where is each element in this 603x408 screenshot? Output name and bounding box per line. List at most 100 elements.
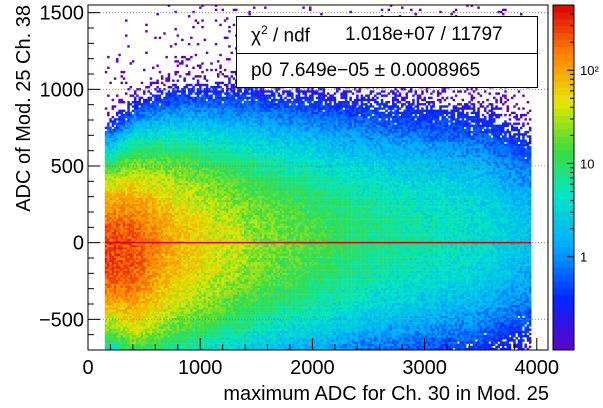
heatmap-cell	[195, 271, 198, 273]
heatmap-cell	[156, 337, 159, 339]
heatmap-cell	[123, 307, 126, 309]
heatmap-cell	[170, 118, 173, 120]
heatmap-cell	[154, 217, 157, 219]
heatmap-cell	[139, 256, 142, 258]
heatmap-cell	[156, 290, 159, 292]
heatmap-cell	[177, 247, 180, 249]
heatmap-cell	[170, 107, 173, 109]
heatmap-cell	[141, 286, 144, 288]
heatmap-cell	[195, 153, 198, 155]
heatmap-cell	[170, 294, 173, 296]
heatmap-cell	[118, 223, 121, 225]
heatmap-cell	[170, 331, 173, 333]
heatmap-cell	[170, 95, 173, 97]
heatmap-cell	[118, 138, 121, 140]
heatmap-cell	[114, 316, 117, 318]
heatmap-cell	[150, 159, 153, 161]
heatmap-cell	[188, 148, 191, 150]
heatmap-cell	[197, 266, 200, 268]
heatmap-cell	[190, 335, 193, 337]
heatmap-cell	[159, 99, 162, 101]
heatmap-cell	[116, 215, 119, 217]
heatmap-cell	[105, 144, 108, 146]
heatmap-cell	[181, 333, 184, 335]
heatmap-cell	[159, 339, 162, 341]
heatmap-cell	[159, 294, 162, 296]
heatmap-cell	[165, 219, 168, 221]
heatmap-cell	[105, 294, 108, 296]
heatmap-cell	[125, 322, 128, 324]
heatmap-cell	[118, 236, 121, 238]
heatmap-cell	[148, 337, 151, 339]
heatmap-cell	[136, 277, 139, 279]
heatmap-cell	[154, 305, 157, 307]
heatmap-cell	[121, 114, 124, 116]
heatmap-cell	[161, 281, 164, 283]
heatmap-cell	[125, 292, 128, 294]
heatmap-cell	[181, 286, 184, 288]
heatmap-cell	[150, 103, 153, 105]
heatmap-cell	[183, 163, 186, 165]
heatmap-cell	[170, 262, 173, 264]
heatmap-cell	[181, 146, 184, 148]
heatmap-cell	[141, 230, 144, 232]
heatmap-cell	[192, 305, 195, 307]
heatmap-cell	[134, 245, 137, 247]
heatmap-cell	[145, 277, 148, 279]
heatmap-cell	[190, 110, 193, 112]
heatmap-cell	[112, 146, 115, 148]
heatmap-cell	[195, 324, 198, 326]
heatmap-cell	[179, 101, 182, 103]
heatmap-cell	[109, 178, 112, 180]
heatmap-cell	[156, 193, 159, 195]
heatmap-cell	[154, 260, 157, 262]
heatmap-cell	[174, 43, 177, 45]
heatmap-cell	[145, 296, 148, 298]
heatmap-cell	[130, 316, 133, 318]
heatmap-cell	[197, 329, 200, 331]
heatmap-cell	[150, 176, 153, 178]
heatmap-cell	[132, 335, 135, 337]
heatmap-cell	[148, 311, 151, 313]
heatmap-cell	[195, 140, 198, 142]
heatmap-cell	[136, 290, 139, 292]
heatmap-cell	[188, 118, 191, 120]
heatmap-cell	[170, 86, 173, 88]
heatmap-cell	[174, 226, 177, 228]
heatmap-cell	[143, 339, 146, 341]
heatmap-cell	[127, 339, 130, 341]
heatmap-cell	[109, 185, 112, 187]
heatmap-cell	[134, 187, 137, 189]
heatmap-cell	[150, 245, 153, 247]
heatmap-cell	[139, 206, 142, 208]
heatmap-cell	[148, 273, 151, 275]
heatmap-cell	[127, 307, 130, 309]
heatmap-cell	[143, 142, 146, 144]
heatmap-cell	[148, 307, 151, 309]
heatmap-cell	[109, 176, 112, 178]
heatmap-cell	[170, 268, 173, 270]
heatmap-cell	[118, 249, 121, 251]
heatmap-cell	[116, 288, 119, 290]
heatmap-cell	[177, 176, 180, 178]
heatmap-cell	[134, 131, 137, 133]
heatmap-cell	[161, 253, 164, 255]
heatmap-cell	[188, 178, 191, 180]
heatmap-cell	[177, 140, 180, 142]
heatmap-cell	[143, 273, 146, 275]
heatmap-cell	[139, 236, 142, 238]
heatmap-cell	[121, 232, 124, 234]
heatmap-cell	[136, 331, 139, 333]
heatmap-cell	[116, 322, 119, 324]
heatmap-cell	[148, 256, 151, 258]
heatmap-cell	[174, 279, 177, 281]
heatmap-cell	[123, 228, 126, 230]
heatmap-cell	[105, 307, 108, 309]
heatmap-cell	[192, 107, 195, 109]
heatmap-cell	[141, 183, 144, 185]
heatmap-cell	[148, 326, 151, 328]
heatmap-cell	[130, 277, 133, 279]
heatmap-cell	[192, 67, 195, 69]
heatmap-cell	[174, 198, 177, 200]
heatmap-cell	[181, 341, 184, 343]
